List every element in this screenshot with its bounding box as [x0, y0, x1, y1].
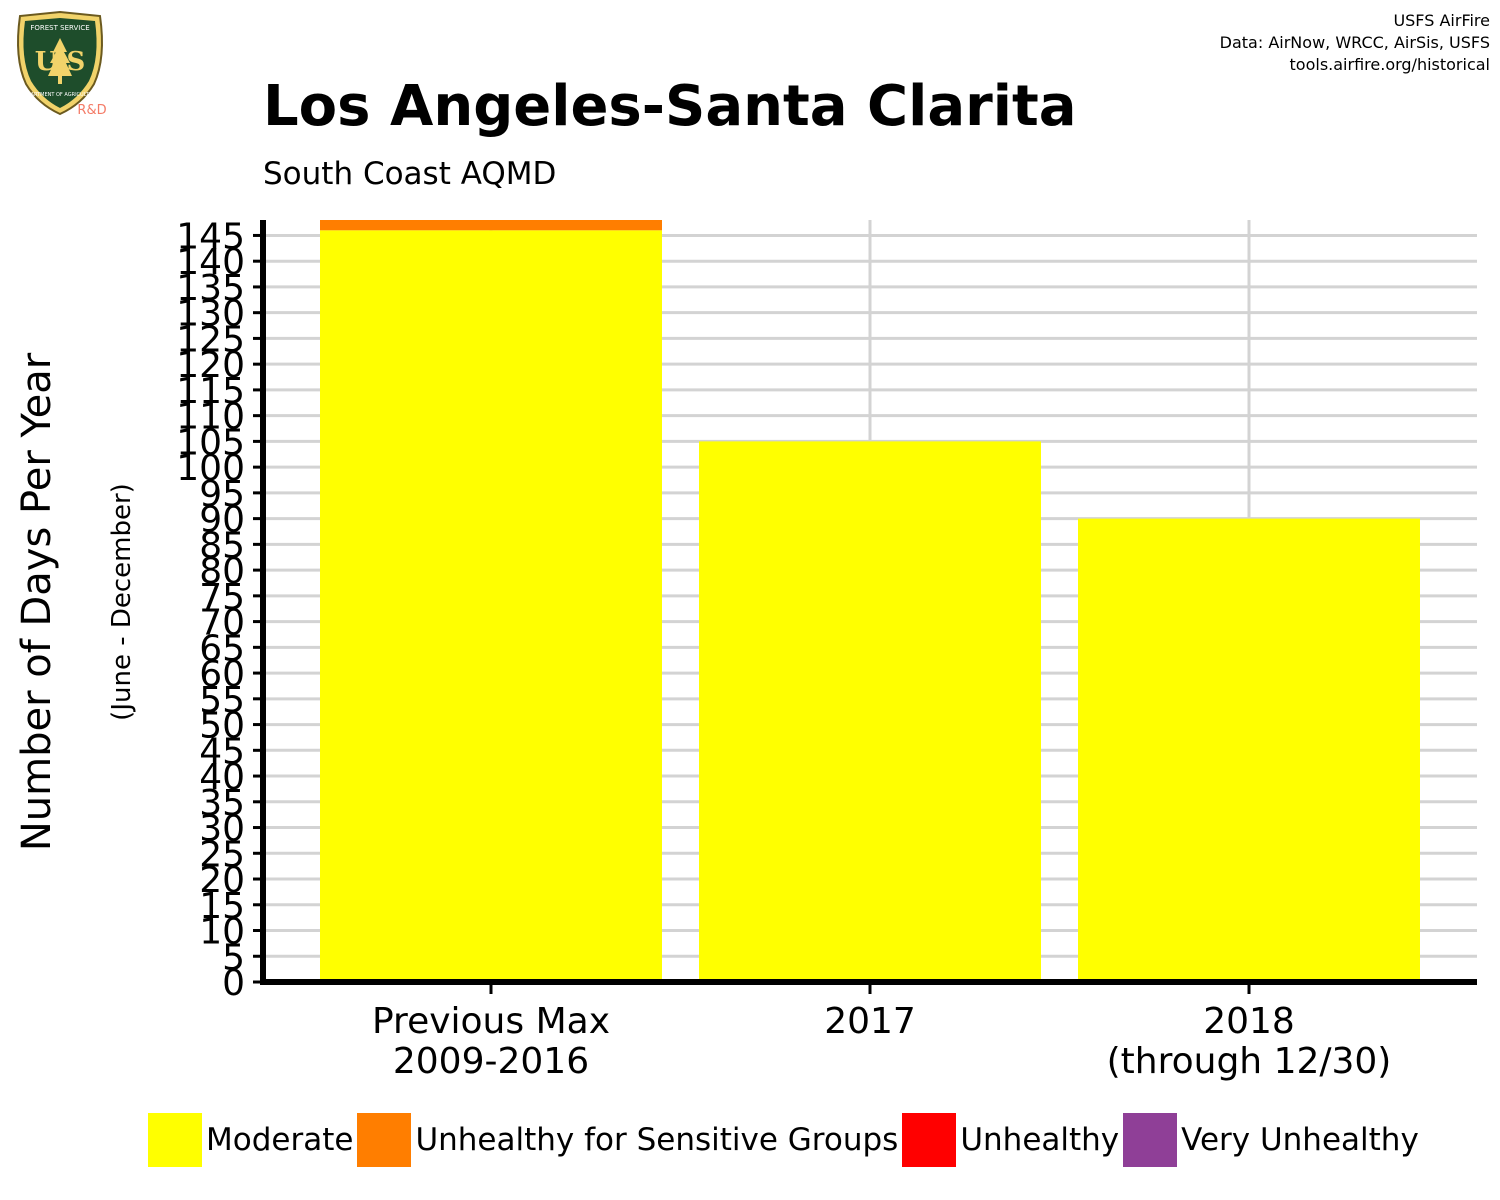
- chart-title: Los Angeles-Santa Clarita: [263, 74, 1077, 139]
- logo-rd-tag: R&D: [77, 103, 106, 118]
- legend-item: Moderate: [148, 1113, 353, 1167]
- usfs-shield-logo: FOREST SERVICE U S DEPARTMENT OF AGRICUL…: [17, 10, 107, 118]
- logo-bottom-text: DEPARTMENT OF AGRICULTURE: [21, 92, 99, 98]
- y-tick-label: 100: [176, 448, 245, 489]
- x-tick-label: (through 12/30): [1107, 1041, 1392, 1082]
- y-tick-label: 125: [176, 319, 245, 360]
- chart-subtitle: South Coast AQMD: [263, 156, 557, 192]
- bar-segment-moderate: [699, 441, 1041, 982]
- y-tick-label: 20: [199, 860, 245, 901]
- y-tick-label: 60: [199, 654, 245, 695]
- legend-item: Unhealthy for Sensitive Groups: [357, 1113, 898, 1167]
- pine-tree-icon: [48, 38, 72, 84]
- y-tick-label: 95: [199, 474, 245, 515]
- credit-line-source: USFS AirFire: [1393, 11, 1490, 30]
- legend-swatch: [148, 1113, 202, 1167]
- legend: Moderate Unhealthy for Sensitive Groups Un…: [148, 1112, 1423, 1168]
- x-tick-label: 2009-2016: [393, 1041, 589, 1082]
- y-tick-label: 110: [176, 397, 245, 438]
- credits: USFS AirFire Data: AirNow, WRCC, AirSis,…: [1220, 10, 1490, 76]
- y-tick-label: 105: [176, 422, 245, 463]
- logo-top-text: FOREST SERVICE: [30, 24, 89, 32]
- x-tick-label: 2017: [824, 1001, 916, 1042]
- y-tick-label: 45: [199, 731, 245, 772]
- y-tick-label: 40: [199, 757, 245, 798]
- y-tick-label: 35: [199, 783, 245, 824]
- legend-label: Unhealthy for Sensitive Groups: [415, 1122, 899, 1158]
- y-axis-sublabel: (June - December): [107, 483, 137, 721]
- y-tick-label: 50: [199, 706, 245, 747]
- x-tick-label: Previous Max: [372, 1001, 610, 1042]
- y-tick-label: 135: [176, 268, 245, 309]
- y-tick-label: 65: [199, 628, 245, 669]
- legend-label: Unhealthy: [960, 1122, 1120, 1158]
- credit-line-url: tools.airfire.org/historical: [1289, 55, 1490, 74]
- legend-swatch: [357, 1113, 412, 1167]
- y-tick-label: 0: [222, 963, 245, 1004]
- bar-segment-unhealthy-for-sensitive-groups: [320, 220, 662, 231]
- y-tick-label: 10: [199, 912, 245, 953]
- legend-swatch: [902, 1113, 957, 1167]
- y-tick-label: 15: [199, 886, 245, 927]
- y-tick-label: 145: [176, 216, 245, 257]
- legend-label: Very Unhealthy: [1181, 1122, 1419, 1158]
- y-tick-labels: 0510152025303540455055606570758085909510…: [176, 216, 263, 1004]
- y-tick-label: 85: [199, 525, 245, 566]
- y-tick-label: 140: [176, 242, 245, 283]
- legend-swatch: [1123, 1113, 1178, 1167]
- y-tick-label: 90: [199, 500, 245, 541]
- bar-segment-moderate: [320, 230, 662, 982]
- y-tick-label: 115: [176, 371, 245, 412]
- legend-label: Moderate: [206, 1122, 354, 1158]
- bars: [320, 220, 1420, 982]
- y-tick-label: 120: [176, 345, 245, 386]
- x-tick-label: 2018: [1203, 1001, 1295, 1042]
- y-tick-label: 55: [199, 680, 245, 721]
- bar-segment-moderate: [1078, 518, 1420, 982]
- y-tick-label: 30: [199, 809, 245, 850]
- credit-line-data: Data: AirNow, WRCC, AirSis, USFS: [1219, 33, 1490, 52]
- legend-item: Unhealthy: [902, 1113, 1119, 1167]
- y-tick-label: 80: [199, 551, 245, 592]
- y-axis-label: Number of Days Per Year: [14, 352, 60, 851]
- y-tick-label: 5: [222, 937, 245, 978]
- y-tick-label: 130: [176, 294, 245, 335]
- legend-item: Very Unhealthy: [1123, 1113, 1419, 1167]
- y-tick-label: 70: [199, 603, 245, 644]
- y-tick-label: 25: [199, 834, 245, 875]
- y-tick-label: 75: [199, 577, 245, 618]
